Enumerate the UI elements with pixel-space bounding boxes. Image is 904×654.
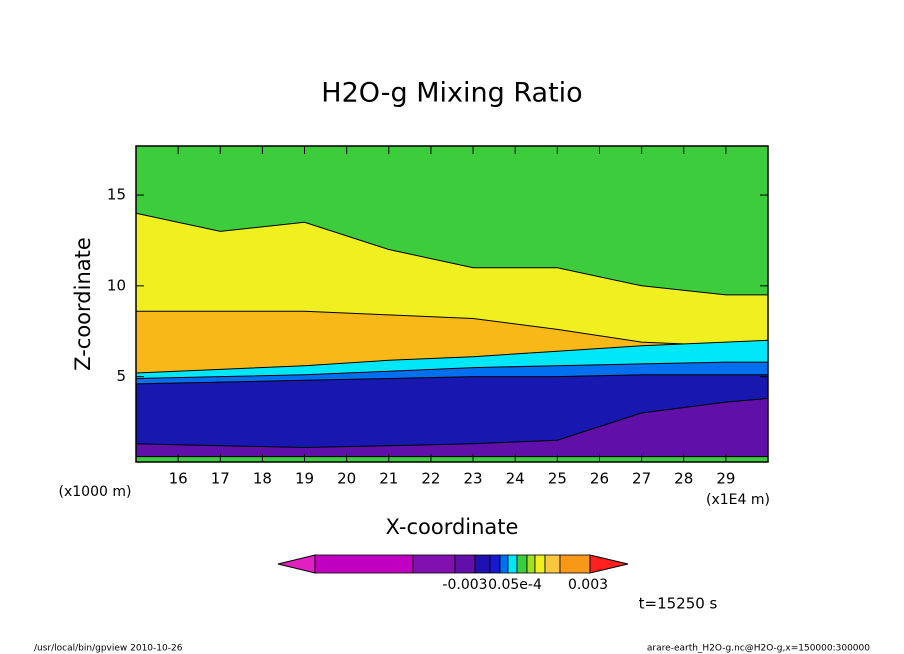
- contour-band: [135, 456, 769, 463]
- x-tick-label: 27: [632, 470, 651, 488]
- colorbar-segment: [507, 554, 518, 574]
- y-tick-label: 10: [107, 276, 126, 294]
- footer-right: arare-earth_H2O-g.nc@H2O-g,x=150000:3000…: [647, 644, 870, 654]
- y-axis-label: Z-coordinate: [71, 237, 95, 371]
- colorbar-segment: [412, 554, 456, 574]
- x-tick-label: 23: [464, 470, 483, 488]
- time-label: t=15250 s: [639, 595, 718, 613]
- colorbar-segment: [559, 554, 591, 574]
- colorbar-label: 0.05e-4: [488, 577, 542, 593]
- colorbar-segment: [277, 554, 316, 574]
- colorbar-segment: [499, 554, 509, 574]
- x-axis-label: X-coordinate: [386, 515, 519, 539]
- x-tick-label: 17: [211, 470, 230, 488]
- colorbar-label: 0.003: [568, 577, 608, 593]
- x-tick-label: 29: [716, 470, 735, 488]
- colorbar-segment: [526, 554, 536, 574]
- x-tick-label: 18: [253, 470, 272, 488]
- colorbar-segment: [314, 554, 414, 574]
- chart-title: H2O-g Mixing Ratio: [321, 78, 582, 109]
- plot-frame: [135, 145, 769, 463]
- x-tick-label: 26: [590, 470, 609, 488]
- colorbar-segment: [534, 554, 546, 574]
- x-tick-label: 20: [337, 470, 356, 488]
- x-tick-label: 24: [506, 470, 525, 488]
- colorbar-segment: [589, 554, 629, 574]
- y-tick-label: 5: [116, 367, 126, 385]
- x-tick-label: 28: [674, 470, 693, 488]
- y-tick-label: 15: [107, 186, 126, 204]
- colorbar-segment: [516, 554, 528, 574]
- colorbar-segment: [489, 554, 501, 574]
- x-unit-2: (x1E4 m): [706, 492, 770, 508]
- x-tick-label: 19: [295, 470, 314, 488]
- footer-left: /usr/local/bin/gpview 2010-10-26: [34, 644, 183, 654]
- x-tick-label: 25: [548, 470, 567, 488]
- x-tick-label: 21: [379, 470, 398, 488]
- x-tick-label: 16: [169, 470, 188, 488]
- colorbar-segment: [454, 554, 476, 574]
- colorbar-segment: [474, 554, 491, 574]
- x-tick-label: 22: [421, 470, 440, 488]
- colorbar-segment: [544, 554, 561, 574]
- colorbar-label: -0.003: [442, 577, 487, 593]
- x-unit: (x1000 m): [59, 484, 132, 500]
